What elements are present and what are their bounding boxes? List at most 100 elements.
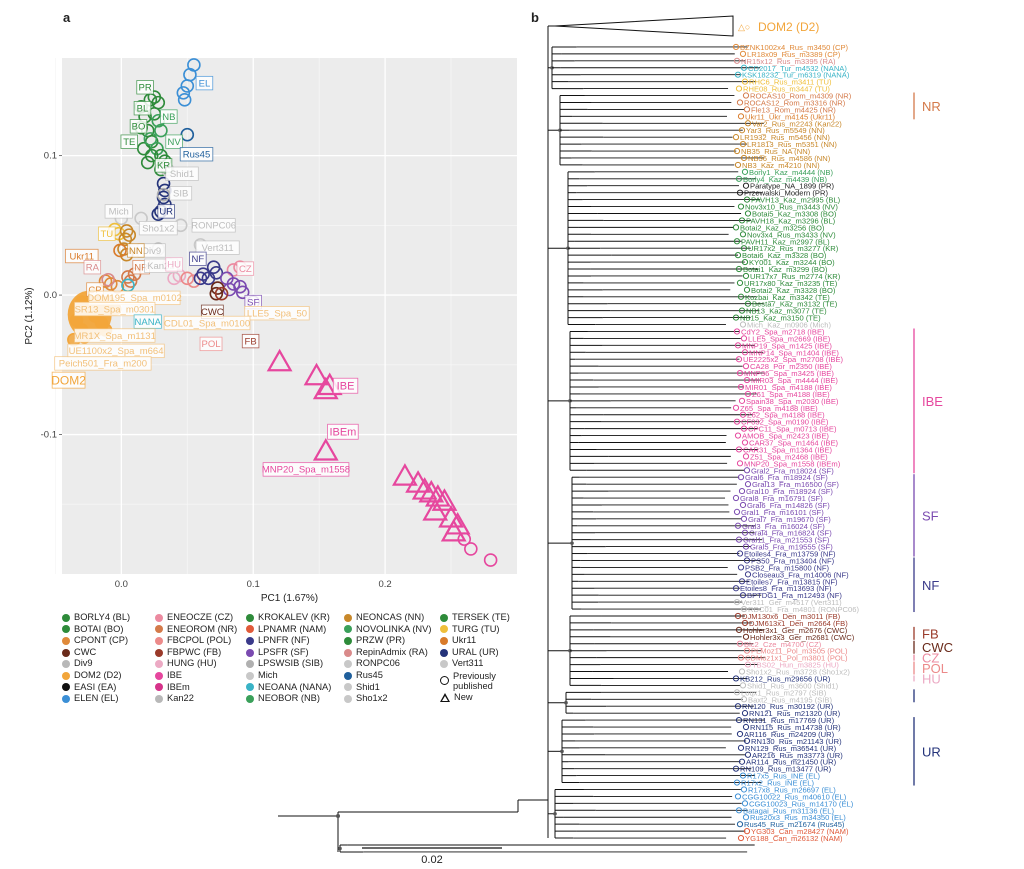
legend-item: TURG (TU) xyxy=(440,624,513,636)
tree-tip-marker xyxy=(739,140,747,148)
tree-leaf-label: AR116_Rus_m24209 (UR) xyxy=(744,730,835,739)
tree-leaf-label: UE2225x2_Spa_m2708 (IBE) xyxy=(743,355,844,364)
tree-tip-marker xyxy=(738,307,746,314)
tree-tip-marker xyxy=(734,432,742,439)
data-label: SF xyxy=(247,297,259,308)
tree-leaf-label: RN131_Rus_m17769 (UR) xyxy=(743,716,835,725)
legend-label: NEOBOR (NB) xyxy=(258,693,320,704)
legend-swatch xyxy=(62,660,70,669)
data-point xyxy=(214,286,229,301)
data-label-box xyxy=(129,119,148,134)
tree-node xyxy=(570,541,574,545)
tree-tip-marker xyxy=(740,605,748,613)
data-label-box xyxy=(127,243,145,258)
data-label-box xyxy=(98,226,116,241)
data-label-box xyxy=(54,356,152,371)
legend-label: TURG (TU) xyxy=(452,623,500,634)
tree-leaf-label: CGG10023_Rus_m14170 (EL) xyxy=(749,799,854,808)
legend-swatch xyxy=(246,648,254,657)
data-label-box xyxy=(120,134,138,149)
legend-item: BOTAI (BO) xyxy=(62,624,130,636)
tree-tip-marker xyxy=(733,779,741,786)
clade-label: POL xyxy=(922,661,948,676)
data-label-box xyxy=(189,251,207,266)
tree-leaf-label: Nov3x10_Rus_m3443 (NV) xyxy=(745,203,838,212)
tree-leaf-label: BZNK1002x4_Rus_m3450 (CP) xyxy=(740,43,849,52)
tree-leaf-label: CA28_Por_m2350 (IBE) xyxy=(750,362,832,371)
tree-leaf-label: Gral8_Fra_m16791 (SF) xyxy=(740,494,823,503)
legend-item: IBEm xyxy=(155,682,237,694)
tree-leaf-label: MIR01_Spa_m4188 (IBE) xyxy=(745,383,832,392)
data-point xyxy=(180,271,195,286)
tree-tip-marker xyxy=(739,592,747,599)
tree-tip-marker xyxy=(742,182,750,189)
data-label: CP xyxy=(88,285,101,296)
data-label: NF xyxy=(192,254,205,265)
tree-leaf-label: Rus45_Rus_m21674 (Rus45) xyxy=(744,820,845,829)
tree-tip-marker xyxy=(738,397,746,404)
collapsed-clade-symbols: △○ xyxy=(738,22,750,32)
tree-node xyxy=(336,814,340,818)
data-point xyxy=(180,79,195,93)
tree-leaf-label: NB36_Rus_m4586 (NN) xyxy=(748,154,831,163)
tree-tip-marker xyxy=(737,293,745,300)
data-point xyxy=(209,286,224,301)
tree-tip-marker xyxy=(735,265,743,273)
tree-leaf-label: RN115_Rus_m14738 (UR) xyxy=(750,723,841,732)
tree-tip-marker xyxy=(732,404,740,411)
legend-label: FBPWC (FB) xyxy=(167,646,222,657)
tree-leaf-label: Mich_Kaz_m0906 (Mich) xyxy=(747,321,831,330)
legend-item: RONPC06 xyxy=(344,658,431,670)
tree-leaf-label: UR17x80_Kaz_m3235 (TE) xyxy=(744,279,838,288)
tree-leaf-label: UR17x7_Rus_m2774 (KR) xyxy=(750,272,841,281)
data-label: MNP20_Spa_m1558 xyxy=(262,465,350,476)
legend-item: Rus45 xyxy=(344,670,431,682)
tree-tip-marker xyxy=(744,300,752,307)
tree-leaf-label: R17x5_Rus_INE (EL) xyxy=(747,772,820,781)
data-point xyxy=(177,93,192,107)
tree-tip-marker xyxy=(743,106,751,113)
data-label: NV xyxy=(167,137,181,148)
tree-tip-marker xyxy=(735,716,743,724)
tree-tip-marker xyxy=(739,772,747,779)
data-label-box xyxy=(199,336,223,352)
tree-tip-marker xyxy=(736,821,744,828)
tree-leaf-label: Gral7_Fra_m19670 (SF) xyxy=(748,515,831,524)
tree-tip-marker xyxy=(738,127,746,134)
data-point xyxy=(187,274,201,288)
tree-tip-marker xyxy=(734,703,742,710)
tree-leaf-label: NB13_Kaz_m3077 (TE) xyxy=(746,307,827,316)
tree-tip-marker xyxy=(742,543,750,550)
legend-item: HUNG (HU) xyxy=(155,658,237,670)
data-point xyxy=(235,285,250,300)
tree-tip-marker xyxy=(741,78,749,85)
legend-item: RepinAdmix (RA) xyxy=(344,647,431,659)
legend-item: LPSFR (SF) xyxy=(246,647,331,659)
data-point xyxy=(457,532,472,546)
tree-leaf-label: LR18x09_Rus_m3389 (CP) xyxy=(747,50,841,59)
tree-leaf-label: Gral3_Fra_m16024 (SF) xyxy=(742,522,825,531)
data-point-triangle xyxy=(440,518,467,542)
tree-tip-marker xyxy=(736,279,744,286)
legend-item: New xyxy=(440,692,513,704)
legend-label: BORLY4 (BL) xyxy=(74,612,131,622)
tree-node xyxy=(560,749,564,754)
legend-swatch xyxy=(155,660,163,669)
data-label-box xyxy=(51,371,86,389)
clade-label: SF xyxy=(922,508,939,523)
legend-label: Vert311 xyxy=(452,658,484,669)
data-point-triangle xyxy=(422,498,449,521)
tree-tip-marker xyxy=(743,647,751,654)
legend-item: IBE xyxy=(155,670,237,682)
data-label-box xyxy=(327,423,359,440)
tree-leaf-label: Var2_Rus_m2243 (Kan22) xyxy=(752,119,842,128)
tree-tip-marker xyxy=(741,439,749,446)
tree-tip-marker xyxy=(741,710,749,717)
tree-tip-marker xyxy=(743,196,751,203)
tree-leaf-label: Z61_Spa_m4188 (IBE) xyxy=(752,390,830,399)
legend-item: ENEOCZE (CZ) xyxy=(155,612,237,624)
data-label: Mich xyxy=(109,207,129,218)
tree-tip-marker xyxy=(735,356,743,363)
data-label: Shid1 xyxy=(170,169,194,180)
legend-label: IBEm xyxy=(167,681,190,692)
